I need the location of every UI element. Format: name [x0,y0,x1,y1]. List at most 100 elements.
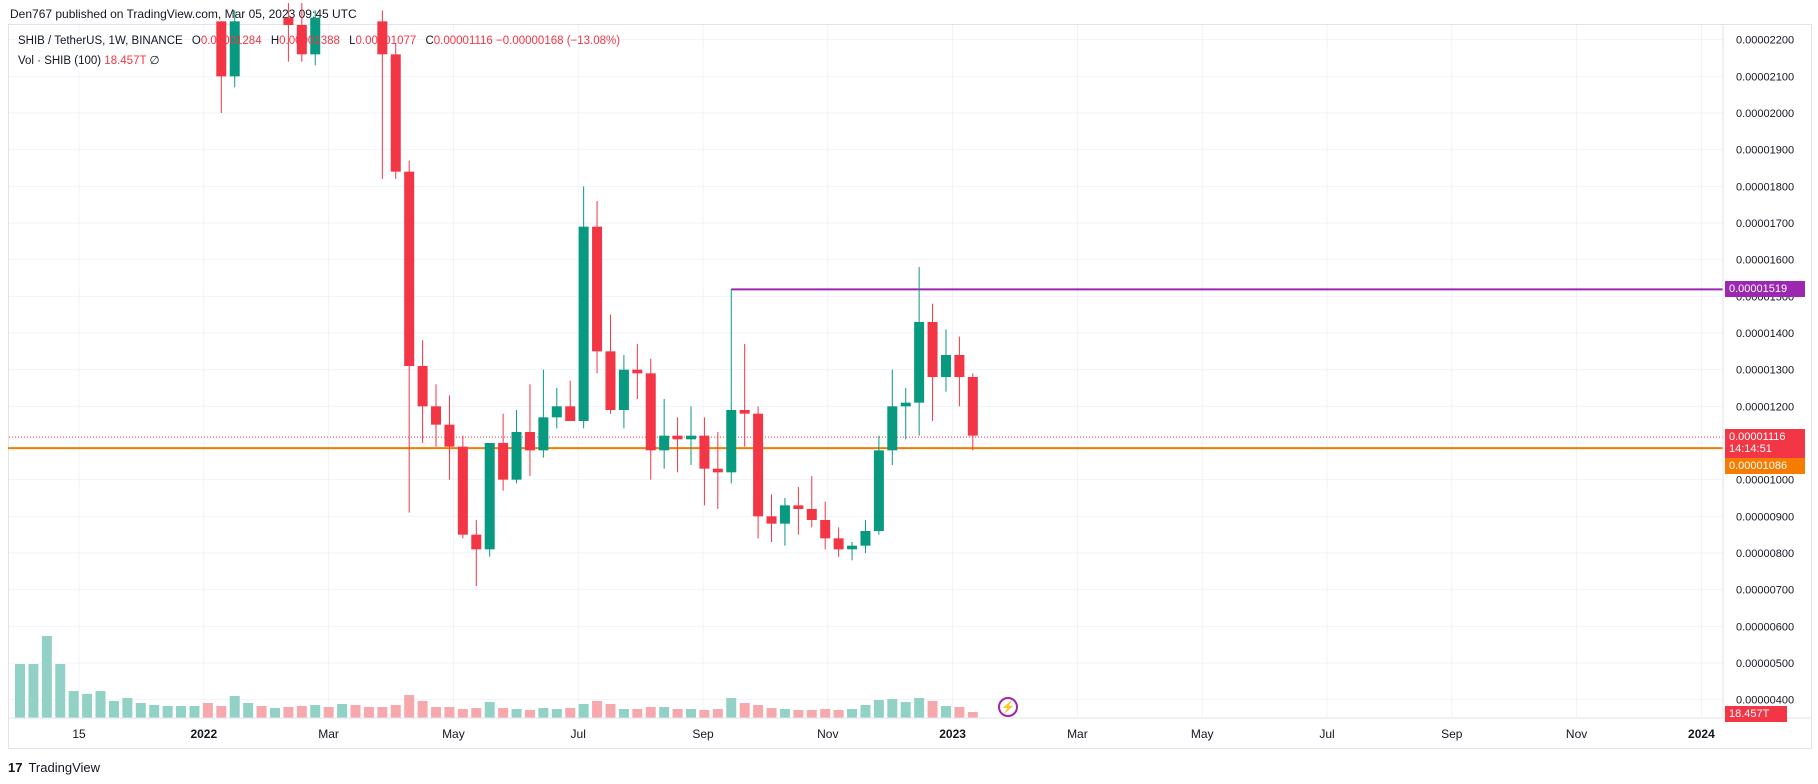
volume-bar [296,706,307,718]
candle-body [310,17,321,55]
volume-bar [699,710,710,718]
time-tick-label: Jul [1319,727,1334,741]
candle-body [404,171,415,366]
price-tick-label: 0.00000500 [1736,658,1794,670]
candle-body [779,505,790,524]
candle-body [645,373,656,451]
volume-bar [457,709,468,718]
candle-body [699,435,710,469]
publisher-line: Den767 published on TradingView.com, Mar… [10,7,357,21]
candle-body [417,366,428,407]
symbol-legend: SHIB / TetherUS, 1W, BINANCE O0.00001284… [18,35,620,47]
candle-body [524,432,535,451]
high-label: H [270,35,280,47]
candle-body [444,424,455,447]
volume-bar [28,664,39,718]
price-tick-label: 0.00001400 [1736,328,1794,340]
volume-bar [860,705,871,718]
volume-bar [377,707,388,718]
volume-bar [283,707,294,718]
candle-body [578,226,589,421]
volume-bar [337,704,348,718]
price-tick-label: 0.00002200 [1736,35,1794,47]
candle-body [860,531,871,546]
volume-bar [202,703,213,718]
lightning-bolt-icon[interactable]: ⚡ [998,697,1018,717]
volume-bar [592,701,603,718]
time-tick-label: Nov [1566,727,1587,741]
volume-bar [149,705,160,718]
volume-bar [310,705,321,718]
chart-frame [8,24,1812,749]
candles [216,3,978,586]
volume-bar [726,698,737,718]
price-tick-label: 0.00001200 [1736,401,1794,413]
candle-body [632,369,643,374]
candle-body [605,351,616,410]
candle-body [431,406,442,425]
candle-body [551,406,562,418]
volume-bar [578,704,589,718]
volume-bar [806,710,817,718]
symbol-name: SHIB / TetherUS, 1W, BINANCE [18,35,183,47]
volume-bar [927,701,938,718]
volume-bar [954,707,965,718]
time-tick-label: Jul [571,727,586,741]
price-tick-label: 0.00000400 [1736,695,1794,707]
volume-bar [162,706,173,718]
price-tick-label: 0.00001000 [1736,475,1794,487]
horizontal-levels [8,288,1723,450]
volume-bar [914,698,925,718]
volume-bar [686,709,696,718]
time-tick-label: 2022 [190,727,217,741]
volume-bar [659,707,670,718]
price-tick-label: 0.00002000 [1736,108,1794,120]
volume-bar [511,709,522,718]
price-tick-label: 0.00001600 [1736,255,1794,267]
volume-bar [605,704,616,718]
time-tick-label: Mar [1067,727,1088,741]
low-label: L [349,35,356,47]
volume-title: Vol · SHIB (100) [18,55,102,67]
footer: 17 TradingView [8,757,100,777]
candle-body [739,410,750,414]
tradingview-logo-icon[interactable]: 17 [8,759,23,775]
volume-bar [216,706,227,718]
price-tick-label: 0.00001700 [1736,218,1794,230]
volume-bar [847,709,858,718]
price-tick-label: 0.00001300 [1736,365,1794,377]
candle-body [820,520,831,539]
time-tick-label: May [442,727,465,741]
candle-body [873,450,884,531]
candle-body [216,21,227,77]
volume-bar [15,664,25,718]
candle-body [914,322,925,403]
price-tick-label: 0.00000800 [1736,548,1794,560]
candle-body [618,369,629,410]
volume-bar [887,699,898,718]
candle-body [726,410,737,473]
grid-lines [9,25,1723,718]
volume-bar [739,703,750,718]
candle-body [538,417,549,451]
candle-body [847,545,858,550]
price-tick-label: 0.00002100 [1736,71,1794,83]
volume-bar [793,710,804,718]
volume-bar [404,695,415,718]
volume-bar [632,709,643,718]
price-tick-label: 0.00001800 [1736,181,1794,193]
volume-bar [779,709,790,718]
candle-body [712,468,723,473]
volume-bar [524,710,535,718]
volume-bar [766,708,777,718]
volume-bar [135,703,146,718]
open-value: 0.00001284 [200,35,262,47]
time-tick-label: 2024 [1688,727,1715,741]
candle-body [592,226,603,352]
volume-bars [15,636,978,718]
candle-body [766,516,777,524]
candle-body [457,446,468,535]
volume-bar [363,707,374,718]
top-bar: Den767 published on TradingView.com, Mar… [0,0,1818,24]
